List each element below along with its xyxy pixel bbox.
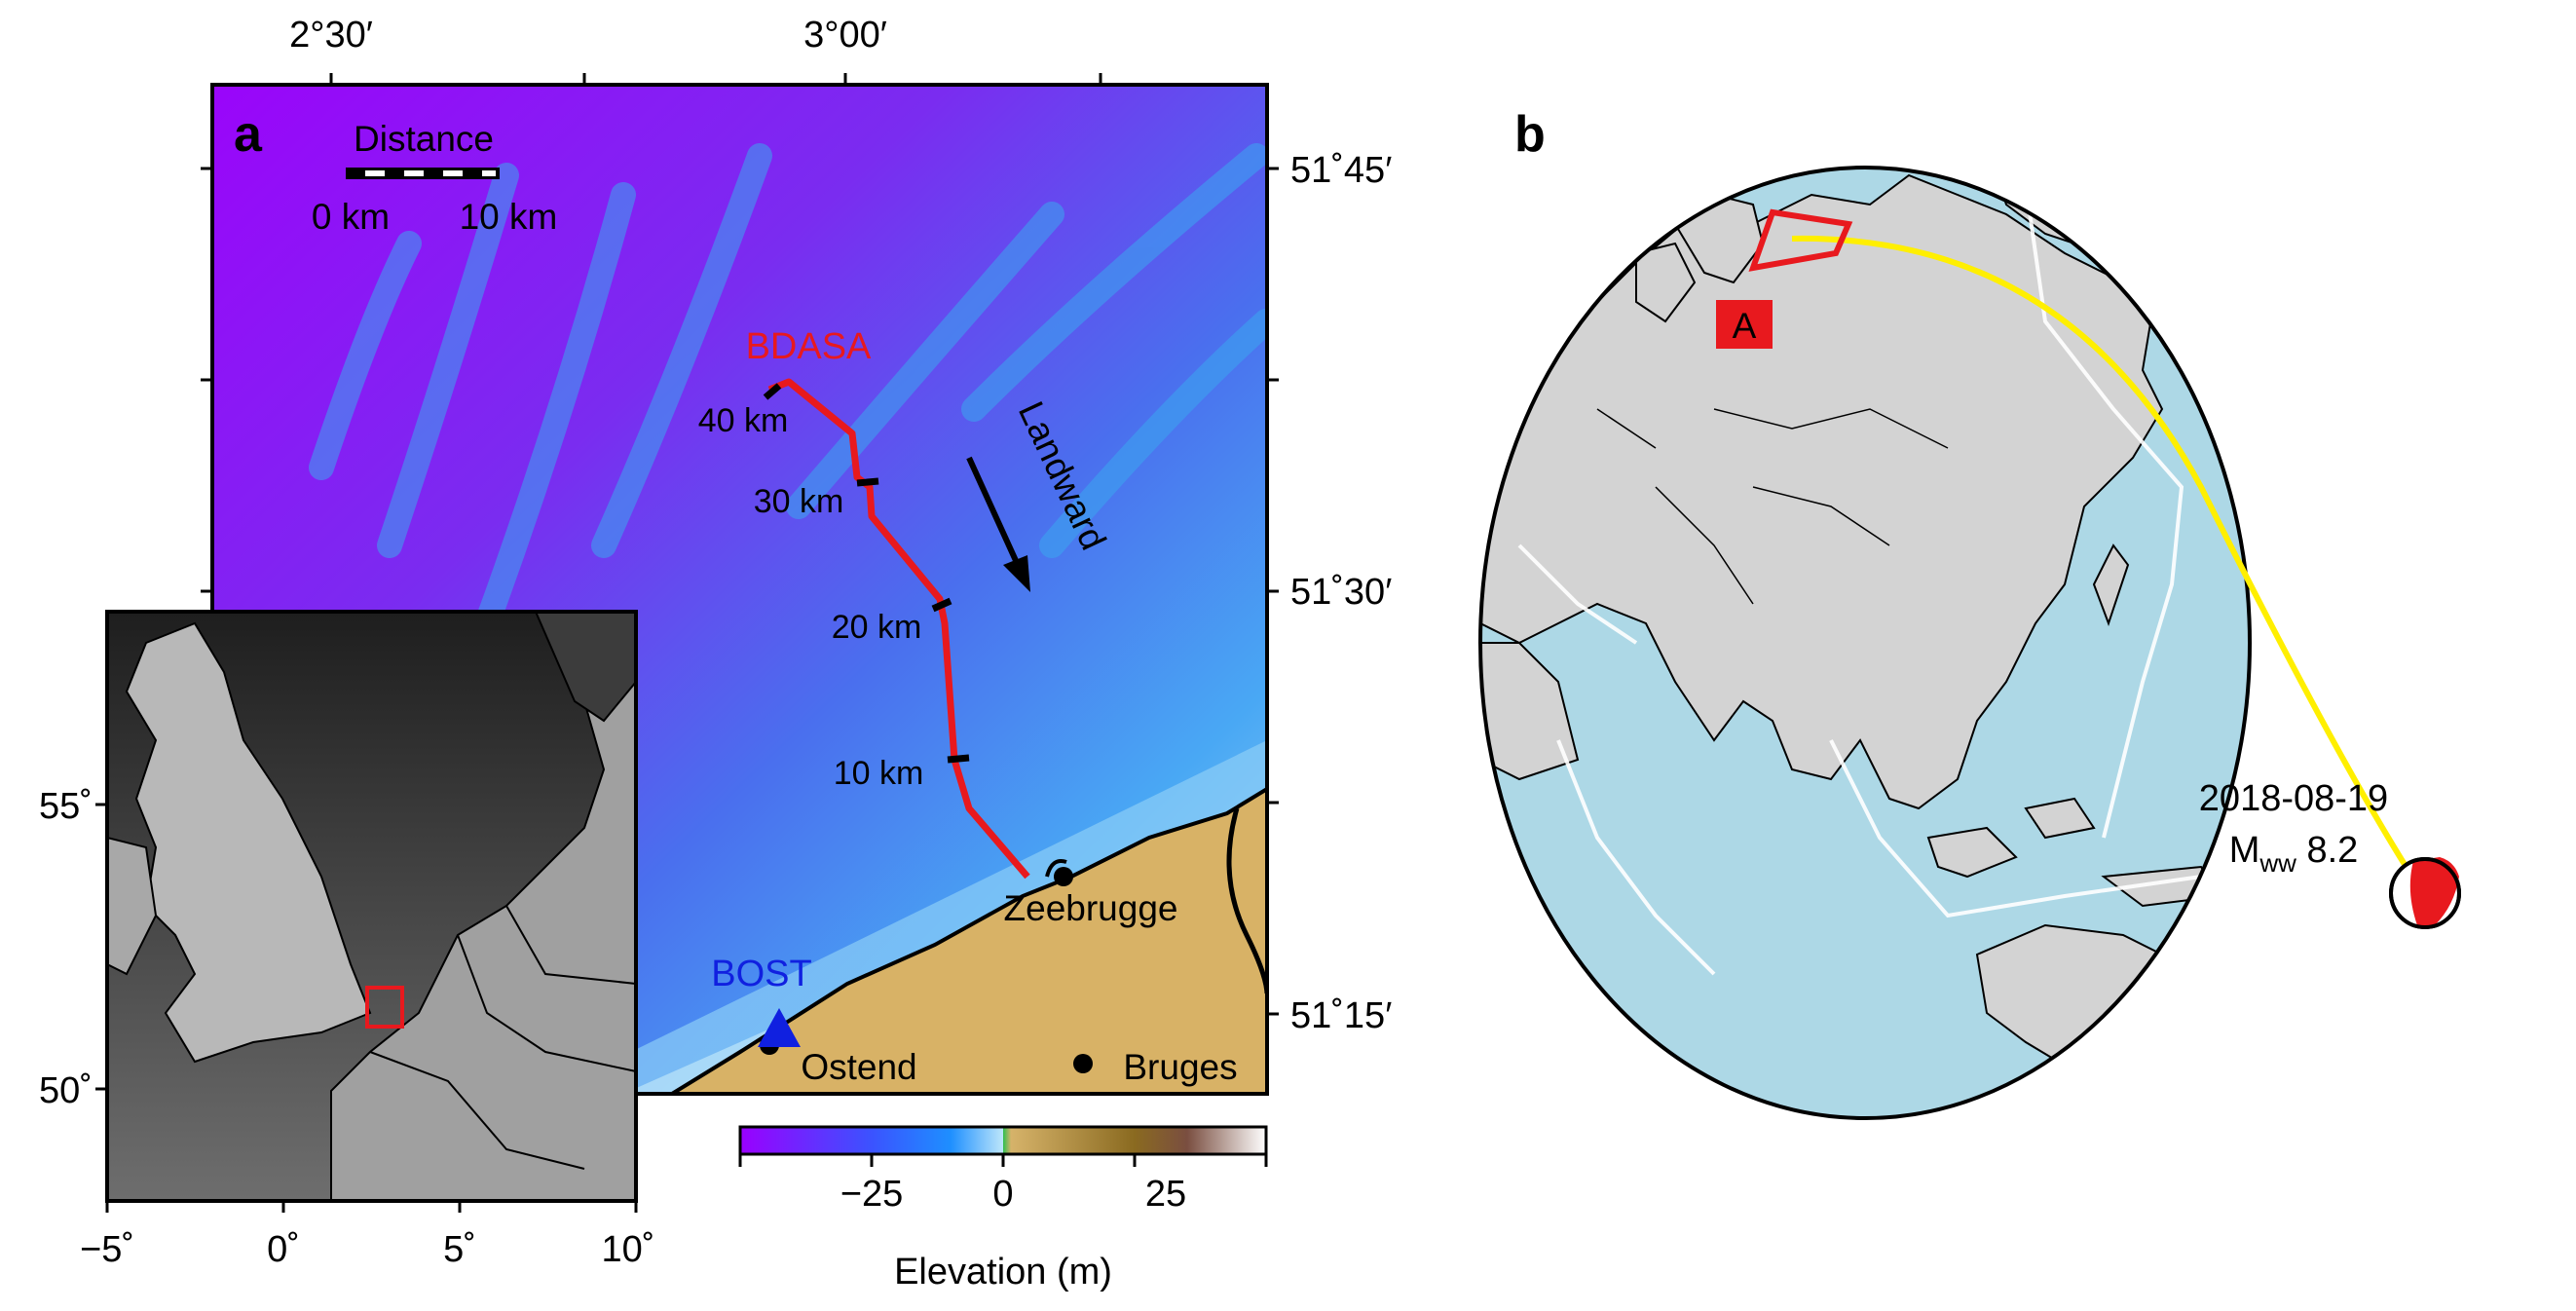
inset-left-tick: 50˚ — [39, 1070, 93, 1111]
inset-study-area-box — [365, 986, 404, 1029]
colorbar-tick: 25 — [1145, 1174, 1186, 1215]
inset-frame — [105, 610, 638, 1203]
zeebrugge-dot — [1054, 867, 1073, 886]
inset-bottom-tick: 0˚ — [267, 1229, 300, 1270]
inset-bottom-tick: 10˚ — [602, 1229, 655, 1270]
colorbar: −25 0 25 Elevation (m) — [738, 1125, 1268, 1292]
city-label-bruges: Bruges — [1123, 1047, 1237, 1087]
right-tick-label: 51˚30′ — [1290, 572, 1392, 613]
city-label-ostend: Ostend — [801, 1047, 916, 1087]
globe-outline — [1478, 166, 2252, 1120]
map-a-frame — [210, 83, 1269, 1096]
bruges-dot — [1073, 1054, 1093, 1073]
inset-great-britain — [125, 621, 372, 1064]
route-bdasa: BDASA 40 km 30 km 20 km 10 km — [698, 326, 1030, 880]
panel-a: 2°30′ 3°00′ 51˚45′ 51˚30′ 51˚15′ a Dista… — [201, 15, 1392, 1292]
inset-bottom-tick: 5˚ — [443, 1229, 476, 1270]
panel-letter-a: a — [234, 106, 263, 163]
route-marker-label: 40 km — [698, 402, 789, 439]
colorbar-tick: 0 — [992, 1174, 1013, 1215]
panel-letter-b: b — [1514, 106, 1546, 163]
route-marker-label: 30 km — [754, 483, 844, 520]
colorbar-title: Elevation (m) — [894, 1252, 1112, 1292]
panel-b: b — [1478, 106, 2461, 1120]
right-tick-label: 51˚15′ — [1290, 995, 1392, 1036]
inset-bottom-tick: −5˚ — [80, 1229, 134, 1270]
event-magnitude: Mww 8.2 — [2229, 830, 2359, 878]
route-label: BDASA — [746, 326, 872, 367]
scale-bar: Distance 0 km 10 km — [312, 119, 557, 237]
scale-bar-right: 10 km — [460, 197, 558, 237]
inset-map: 55˚ 50˚ −5˚ 0˚ 5˚ 10˚ — [39, 610, 655, 1270]
earthquake-event: 2018-08-19 Mww 8.2 — [2199, 778, 2461, 929]
route-marker-label: 10 km — [834, 755, 924, 792]
scale-bar-title: Distance — [354, 119, 494, 159]
inset-left-tick: 55˚ — [39, 786, 93, 827]
cities: Zeebrugge Ostend Bruges BOST — [711, 859, 1238, 1087]
city-label-zeebrugge: Zeebrugge — [1004, 888, 1178, 928]
sand-ridges — [309, 143, 1267, 636]
bathymetry-map — [212, 85, 1267, 1094]
colorbar-tick: −25 — [840, 1174, 903, 1215]
map-a-ticks — [201, 73, 1279, 1016]
right-tick-label: 51˚45′ — [1290, 150, 1392, 191]
globe-study-area-box — [1748, 208, 1853, 272]
scale-bar-left: 0 km — [312, 197, 390, 237]
top-tick-label: 3°00′ — [803, 15, 887, 56]
great-circle-path — [1791, 235, 2418, 883]
box-label-background — [1716, 300, 1773, 349]
top-tick-label: 2°30′ — [289, 15, 373, 56]
box-label: A — [1733, 306, 1757, 346]
station-label: BOST — [711, 954, 811, 994]
border-line — [1226, 807, 1267, 994]
station-triangle-icon — [758, 1008, 801, 1047]
event-date: 2018-08-19 — [2199, 778, 2388, 819]
route-marker-label: 20 km — [832, 609, 922, 646]
